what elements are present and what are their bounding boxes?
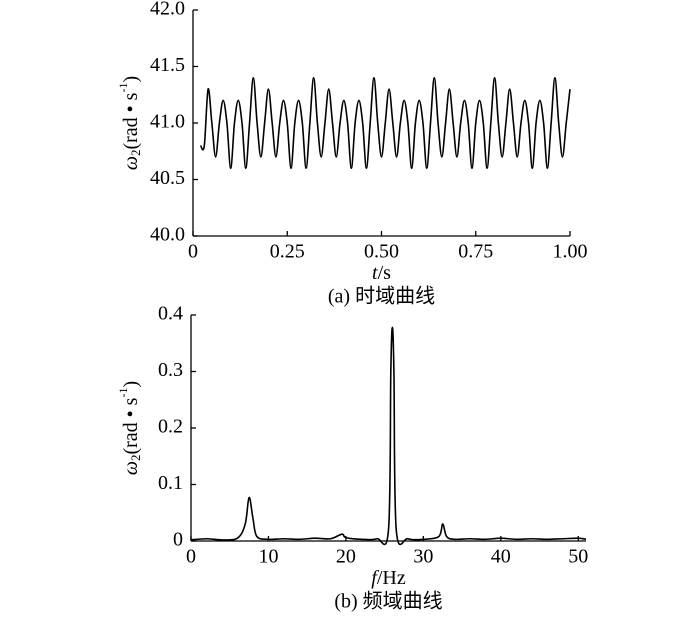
y-tick-label: 42.0 bbox=[150, 0, 185, 20]
y-label-sup: -1 bbox=[116, 83, 130, 93]
caption: (b) 频域曲线 bbox=[334, 590, 442, 613]
y-tick-label: 41.0 bbox=[150, 111, 185, 133]
x-tick-label: 1.00 bbox=[553, 241, 588, 263]
x-tick-label: 0 bbox=[186, 546, 196, 568]
x-label-var: f bbox=[371, 567, 379, 589]
x-tick-label: 0.25 bbox=[270, 241, 305, 263]
x-tick-label: 30 bbox=[413, 546, 433, 568]
x-tick-label: 0.75 bbox=[458, 241, 493, 263]
x-label-var: t bbox=[372, 262, 378, 284]
x-tick-label: 50 bbox=[568, 546, 588, 568]
y-tick-label: 40.5 bbox=[150, 167, 185, 189]
y-label-symbol: ω bbox=[120, 461, 142, 475]
y-label-text: (rad • s bbox=[120, 92, 142, 149]
y-label: ω2(rad • s-1) bbox=[116, 381, 143, 475]
y-label-sup: -1 bbox=[116, 388, 130, 398]
y-label: ω2(rad • s-1) bbox=[116, 76, 143, 170]
y-tick-label: 0.1 bbox=[158, 472, 183, 494]
x-tick-label: 0 bbox=[188, 241, 198, 263]
caption: (a) 时域曲线 bbox=[328, 285, 435, 308]
y-label-close: ) bbox=[120, 381, 142, 388]
y-tick-label: 0 bbox=[173, 529, 183, 551]
data-line bbox=[199, 76, 571, 170]
x-label-unit: /s bbox=[378, 262, 392, 284]
x-tick-label: 20 bbox=[336, 546, 356, 568]
x-label-unit: /Hz bbox=[377, 567, 406, 589]
x-tick-label: 40 bbox=[491, 546, 511, 568]
y-tick-label: 0.2 bbox=[158, 416, 183, 438]
data-line bbox=[190, 326, 587, 546]
y-label-close: ) bbox=[120, 76, 142, 83]
y-tick-label: 40.0 bbox=[150, 224, 185, 246]
y-tick-label: 0.3 bbox=[158, 359, 183, 381]
x-tick-label: 0.50 bbox=[364, 241, 399, 263]
y-label-text: (rad • s bbox=[120, 397, 142, 454]
y-tick-label: 41.5 bbox=[150, 54, 185, 76]
y-label-sub: 2 bbox=[128, 150, 143, 157]
y-label-symbol: ω bbox=[120, 156, 142, 170]
x-tick-label: 10 bbox=[258, 546, 278, 568]
y-tick-label: 0.4 bbox=[158, 303, 183, 325]
x-label: t/s bbox=[372, 262, 391, 284]
x-label: f/Hz bbox=[371, 567, 406, 589]
y-label-sub: 2 bbox=[128, 455, 143, 462]
